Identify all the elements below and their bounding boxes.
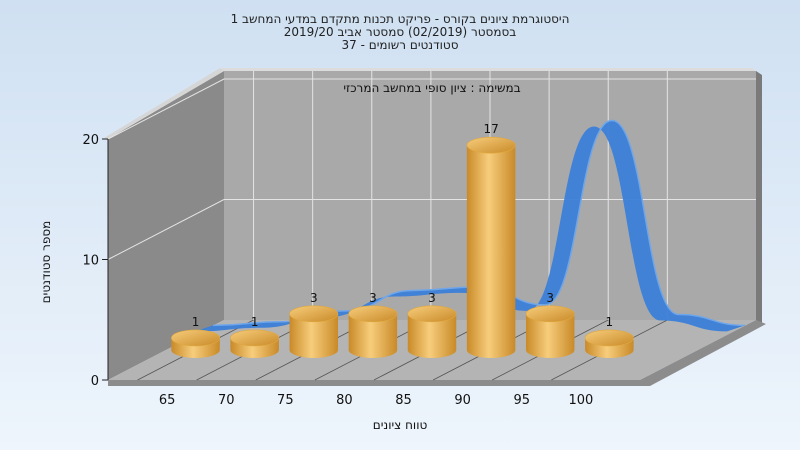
x-axis-label: טווח ציונים (373, 418, 428, 432)
bar-95: 3 (525, 291, 575, 358)
y-tick-label-0: 0 (91, 374, 99, 389)
x-tick-label-95: 95 (514, 393, 531, 408)
bar-65: 1 (171, 315, 221, 358)
chart-right-edge (756, 71, 762, 324)
bar-100: 1 (584, 315, 634, 358)
data-label-75: 3 (310, 291, 318, 305)
bar-top-95 (525, 305, 575, 323)
data-label-80: 3 (369, 291, 377, 305)
chart-side-wall-edge (104, 68, 224, 139)
bar-top-100 (584, 329, 634, 347)
data-label-95: 3 (546, 291, 554, 305)
bar-top-80 (348, 305, 398, 323)
data-label-85: 3 (428, 291, 436, 305)
bar-body-95 (525, 313, 575, 358)
bar-body-80 (348, 313, 398, 358)
data-label-100: 1 (606, 315, 614, 329)
bar-85: 3 (407, 291, 457, 358)
bar-90: 17 (466, 122, 516, 358)
y-axis-ticks: 0 10 20 (82, 133, 109, 389)
data-label-70: 1 (251, 315, 259, 329)
bar-top-85 (407, 305, 457, 323)
x-tick-label-75: 75 (277, 393, 294, 408)
bar-body-75 (289, 313, 339, 358)
chart-annotation: במשימה : ציון סופי במחשב המרכזי (343, 81, 520, 95)
grid-line-y-2 (107, 78, 756, 140)
x-tick-label-85: 85 (395, 393, 412, 408)
bar-body-85 (407, 313, 457, 358)
chart-title-line-3: סטודנטים רשומים - 37 (341, 38, 458, 52)
chart-title-line-2: בסמסטר (02/2019) סמסטר אביב 2019/20 (284, 25, 516, 39)
data-label-65: 1 (192, 315, 200, 329)
bar-70: 1 (230, 315, 280, 358)
chart-back-wall-edge (220, 68, 756, 71)
x-tick-label-65: 65 (159, 393, 176, 408)
bar-top-90 (466, 136, 516, 154)
y-axis-label: מספר סטודנטים (39, 221, 53, 304)
bar-80: 3 (348, 291, 398, 358)
x-axis-ticks: 65 70 75 80 85 90 95 100 (159, 393, 593, 408)
x-tick-label-80: 80 (336, 393, 353, 408)
y-tick-label-1: 10 (82, 254, 99, 269)
x-tick-label-70: 70 (218, 393, 235, 408)
bar-75: 3 (289, 291, 339, 358)
bar-top-75 (289, 305, 339, 323)
x-tick-label-100: 100 (568, 393, 593, 408)
bar-top-65 (171, 329, 221, 347)
chart-title-line-1: היסטוגרמת ציונים בקורס - פריקט תכנות מתק… (231, 12, 570, 26)
y-tick-label-2: 20 (82, 133, 99, 148)
x-tick-label-90: 90 (454, 393, 471, 408)
bar-body-90 (466, 145, 516, 358)
data-label-90: 17 (483, 122, 498, 136)
bar-top-70 (230, 329, 280, 347)
chart-side-wall (108, 71, 224, 380)
